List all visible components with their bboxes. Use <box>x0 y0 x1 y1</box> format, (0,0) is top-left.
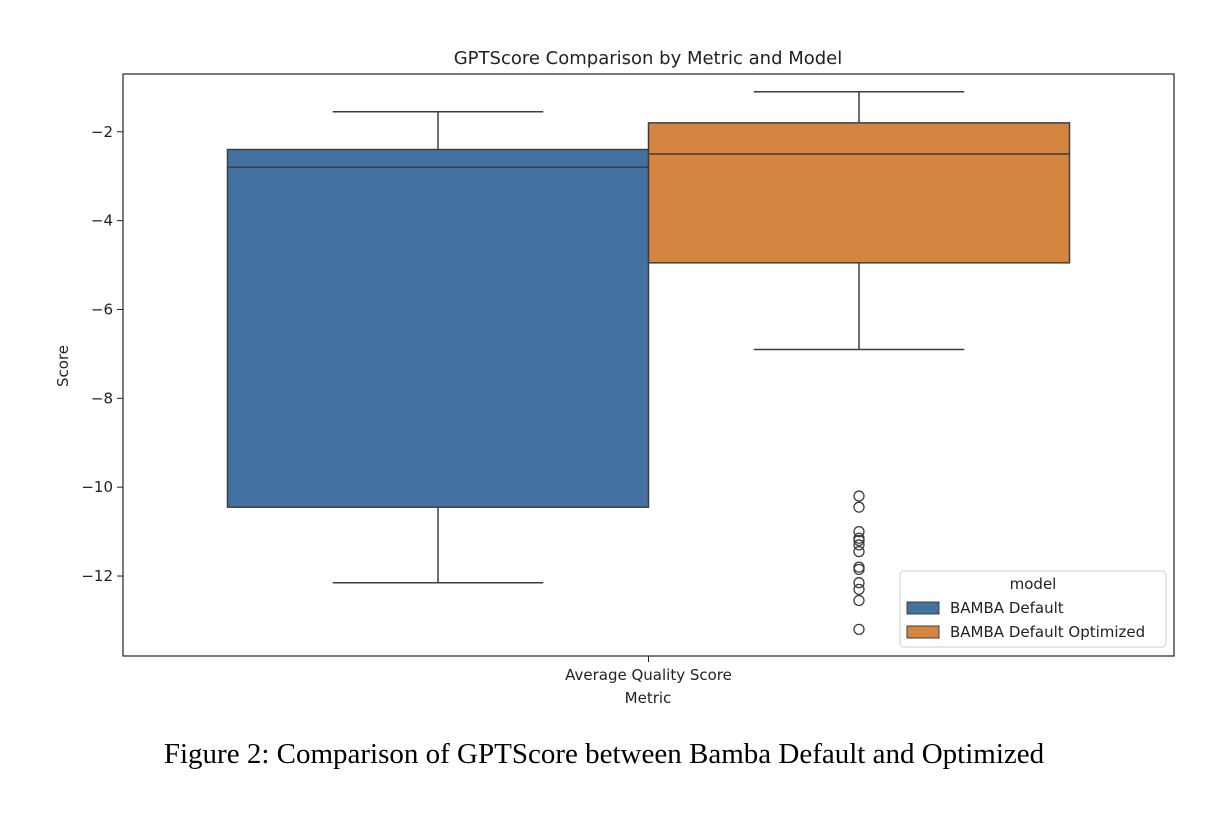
y-tick-label: −2 <box>91 123 113 141</box>
y-tick-label: −10 <box>81 478 113 496</box>
outlier-point <box>853 525 865 538</box>
y-tick-label: −12 <box>81 567 113 585</box>
box-bamba-default <box>226 111 650 584</box>
outlier-point <box>853 501 865 513</box>
x-tick-label: Average Quality Score <box>565 666 732 684</box>
y-tick-label: −4 <box>91 212 113 230</box>
y-tick-label: −6 <box>91 300 113 318</box>
x-axis-label: Metric <box>625 689 672 707</box>
legend-frame <box>899 570 1167 648</box>
legend-title: model <box>1010 575 1057 593</box>
figure-caption: Figure 2: Comparison of GPTScore between… <box>163 738 1045 770</box>
chart-title: GPTScore Comparison by Metric and Model <box>454 48 843 69</box>
outlier-point <box>853 534 865 547</box>
legend-swatch <box>906 601 940 615</box>
legend: model BAMBA Default BAMBA Default Optimize… <box>899 570 1167 648</box>
outlier-point <box>853 623 865 635</box>
box-bamba-default-optimized <box>647 91 1071 635</box>
outlier-point <box>853 561 865 573</box>
outlier-point <box>853 539 865 551</box>
outlier-point <box>853 490 865 502</box>
legend-swatch <box>906 625 940 639</box>
y-axis-label: Score <box>54 345 72 387</box>
y-tick-label: −8 <box>91 389 113 407</box>
box-body <box>647 122 1071 264</box>
outlier-point <box>853 577 865 589</box>
legend-label: BAMBA Default Optimized <box>950 623 1145 641</box>
box-body <box>226 148 650 508</box>
legend-label: BAMBA Default <box>950 599 1064 617</box>
outlier-point <box>853 594 865 607</box>
outlier-point <box>853 563 865 576</box>
outlier-point <box>853 583 865 596</box>
outlier-point <box>853 545 865 558</box>
